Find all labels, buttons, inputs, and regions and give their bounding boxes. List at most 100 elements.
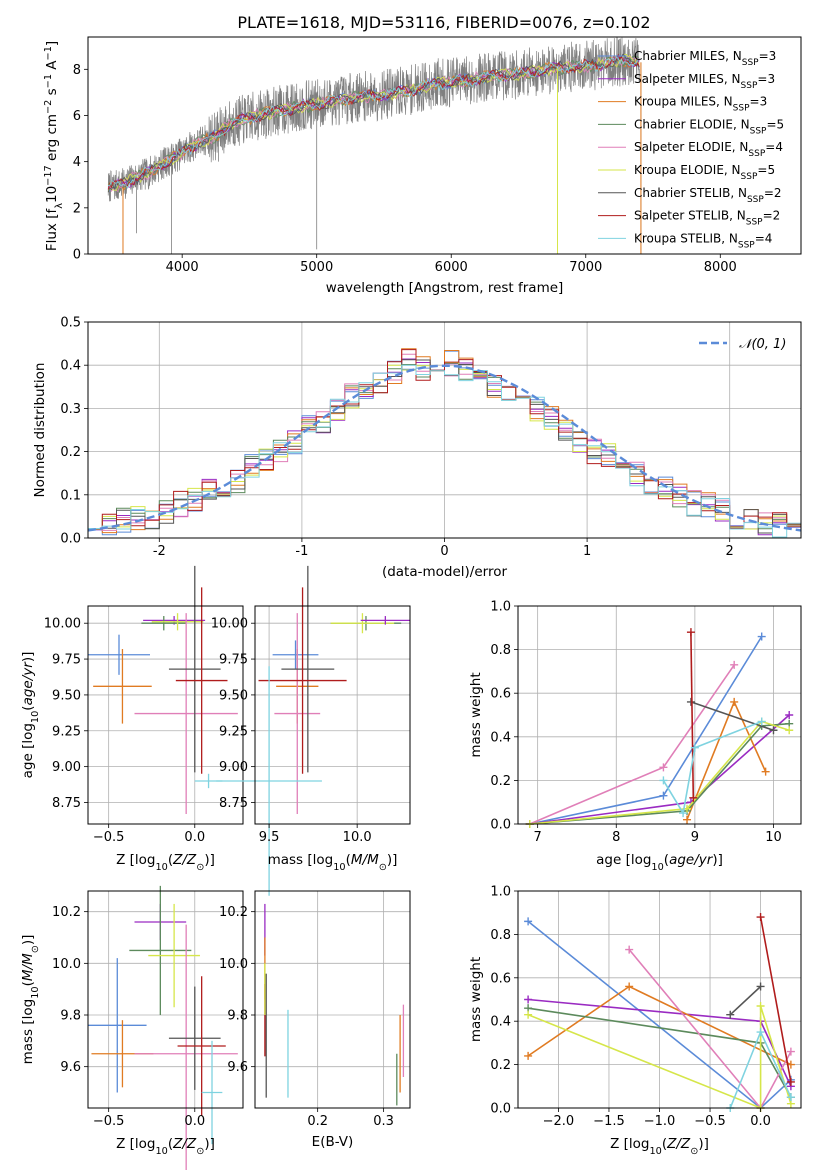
y-tick-label: 9.00	[219, 760, 248, 775]
legend-sub: SSP	[733, 104, 750, 114]
plus-marker	[786, 1047, 795, 1056]
plus-marker	[756, 982, 765, 991]
y-tick-label: 0.6	[490, 971, 511, 986]
label-part: 10	[333, 862, 345, 873]
label-part: ⊙	[690, 1146, 698, 1157]
y-tick-label: 9.6	[227, 1060, 248, 1075]
legend-tail: =4	[765, 140, 783, 154]
y-tick-label: 0.0	[490, 818, 511, 833]
label-part: 10	[30, 711, 41, 723]
y-tick-label: 6	[73, 109, 81, 124]
x-tick-label: 10.0	[343, 830, 372, 845]
legend-entry: Salpeter MILES, NSSP=3	[634, 72, 775, 91]
legend-entry: Kroupa STELIB, NSSP=4	[634, 231, 772, 250]
y-tick-label: 0.0	[60, 532, 81, 547]
data-spectrum	[107, 37, 640, 202]
x-tick-label: −1.5	[593, 1114, 625, 1129]
legend-text: Kroupa MILES, N	[634, 95, 733, 109]
label-part: )]	[387, 852, 398, 868]
x-axis-label: Z [log10(Z/Z⊙)]	[116, 1136, 215, 1157]
x-tick-label: 9.5	[259, 830, 280, 845]
plus-marker	[757, 717, 766, 726]
y-axis-label: mass weight	[468, 957, 484, 1042]
plot-area-weight_vs_age	[525, 628, 794, 828]
y-tick-label: 0.6	[490, 687, 511, 702]
plus-marker	[524, 995, 533, 1004]
plus-marker	[756, 913, 765, 922]
label-part: age/yr	[20, 661, 36, 706]
error-bar-point	[360, 616, 410, 625]
label-part: 10	[155, 862, 167, 873]
label-part: (	[168, 1136, 173, 1152]
line	[662, 720, 762, 816]
histogram-step	[88, 364, 801, 538]
model-line	[108, 56, 640, 190]
legend-text: Salpeter MILES, N	[634, 72, 741, 86]
label-part: 10	[651, 862, 663, 873]
label-part: 10	[649, 1146, 661, 1157]
plus-marker	[785, 711, 794, 719]
y-tick-label: 0.2	[60, 445, 81, 460]
label-part: A	[44, 60, 60, 74]
x-tick-label: 10	[765, 830, 782, 845]
legend-sub: SSP	[746, 218, 763, 228]
legend-tail: =2	[764, 186, 782, 200]
x-tick-label: 0.0	[750, 1114, 771, 1129]
x-tick-label: 7	[534, 830, 542, 845]
plus-marker	[659, 791, 668, 800]
legend-tail: =5	[766, 117, 784, 131]
plus-marker	[625, 945, 634, 954]
label-part: )]	[698, 1136, 709, 1152]
legend-tail: =3	[757, 72, 775, 86]
y-tick-label: 0.4	[490, 1015, 511, 1030]
legend-sub: SSP	[741, 81, 758, 91]
label-part: 10	[44, 186, 60, 203]
label-part: erg cm	[44, 114, 60, 165]
line	[690, 632, 695, 798]
legend-entry: Chabrier STELIB, NSSP=2	[634, 186, 782, 205]
model-line	[107, 53, 640, 192]
label-part: M/M	[351, 852, 379, 868]
y-tick-label: 9.75	[52, 653, 81, 668]
legend-entry: 𝒩(0, 1)	[739, 337, 786, 352]
label-part: (	[664, 852, 669, 868]
plus-marker	[761, 767, 770, 776]
error-bar-point	[168, 986, 221, 1090]
x-tick-label: −0.5	[93, 830, 125, 845]
label-part: (	[346, 852, 351, 868]
y-tick-label: 9.6	[60, 1060, 81, 1075]
label-part: −2	[43, 100, 54, 114]
label-part: (	[20, 705, 36, 710]
x-tick-label: 0.0	[184, 1114, 205, 1129]
label-part: Z/Z	[172, 1136, 197, 1152]
error-bar-point	[258, 587, 347, 774]
axes-frame	[87, 605, 244, 825]
legend-entry: Salpeter STELIB, NSSP=2	[634, 209, 780, 228]
y-tick-label: 0.2	[490, 1058, 511, 1073]
label-part: )]	[712, 852, 723, 868]
axes-weight_vs_Z: −2.0 −1.5 −1.0 −0.5 0.0 0.0 0.2 0.4 0.6 0.8 1.0 Z […	[468, 885, 802, 1157]
plus-marker	[524, 1051, 533, 1060]
y-tick-label: 9.25	[219, 724, 248, 739]
label-part: (	[20, 981, 36, 986]
plus-marker	[786, 1093, 795, 1102]
legend-tail: =3	[750, 95, 768, 109]
y-tick-label: 0.4	[60, 359, 81, 374]
legend-text: Chabrier MILES, N	[634, 49, 742, 63]
y-axis-label: Normed distribution	[32, 363, 48, 498]
legend-sub: SSP	[738, 240, 755, 250]
plus-marker	[730, 660, 739, 669]
label-part: 10	[30, 986, 41, 998]
x-tick-label: 2	[726, 544, 734, 559]
plus-marker	[730, 697, 739, 706]
axes-residuals: 𝒩(0, 1) -2 -1 0 1 2 0.0 0.1 0.2 0.3 0.4 0.5 (data-mo…	[32, 316, 802, 580]
x-axis-label: E(B-V)	[312, 1134, 354, 1150]
legend-sub: SSP	[750, 126, 767, 136]
label-part: (	[168, 852, 173, 868]
x-tick-label: 0.3	[373, 1114, 394, 1129]
spectrum-plot	[107, 37, 642, 254]
y-tick-label: 0.0	[490, 1102, 511, 1117]
y-tick-label: 0.8	[490, 928, 511, 943]
